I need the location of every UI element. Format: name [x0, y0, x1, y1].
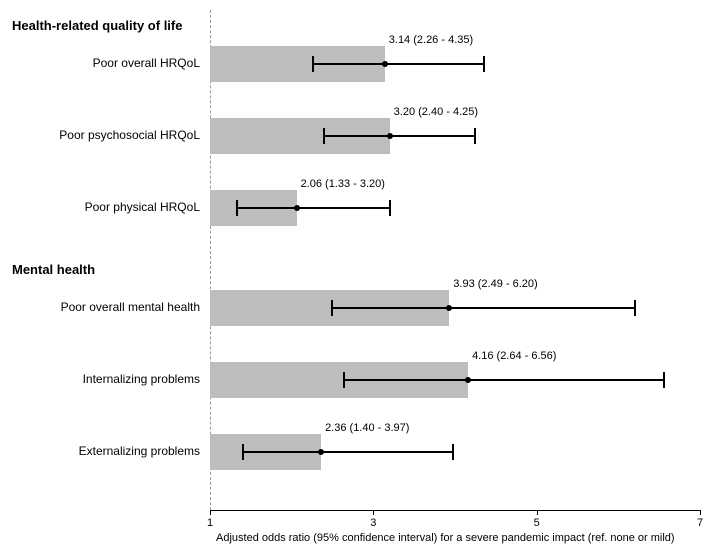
- row-label: Internalizing problems: [20, 372, 200, 386]
- ci-cap: [483, 56, 485, 72]
- row-label: Poor physical HRQoL: [20, 200, 200, 214]
- x-axis-title: Adjusted odds ratio (95% confidence inte…: [216, 532, 675, 544]
- ci-cap: [452, 444, 454, 460]
- ci-cap: [343, 372, 345, 388]
- ci-cap: [663, 372, 665, 388]
- x-tick-label: 7: [697, 517, 703, 529]
- value-label: 3.93 (2.49 - 6.20): [453, 278, 537, 290]
- value-label: 4.16 (2.64 - 6.56): [472, 350, 556, 362]
- point-estimate: [446, 305, 452, 311]
- x-tick: [537, 510, 538, 515]
- point-estimate: [294, 205, 300, 211]
- ci-cap: [634, 300, 636, 316]
- x-axis: [210, 510, 700, 511]
- row-label: Poor overall mental health: [20, 300, 200, 314]
- point-estimate: [387, 133, 393, 139]
- value-label: 2.06 (1.33 - 3.20): [301, 178, 385, 190]
- ci-cap: [236, 200, 238, 216]
- value-label: 3.14 (2.26 - 4.35): [389, 34, 473, 46]
- value-label: 3.20 (2.40 - 4.25): [394, 106, 478, 118]
- point-estimate: [318, 449, 324, 455]
- x-tick-label: 1: [207, 517, 213, 529]
- ci-line: [237, 207, 390, 209]
- ci-line: [332, 307, 635, 309]
- ci-line: [243, 451, 453, 453]
- point-estimate: [382, 61, 388, 67]
- x-tick-label: 5: [534, 517, 540, 529]
- x-tick-label: 3: [370, 517, 376, 529]
- ci-cap: [389, 200, 391, 216]
- ci-cap: [312, 56, 314, 72]
- section-title: Mental health: [12, 262, 95, 277]
- ci-cap: [474, 128, 476, 144]
- section-title: Health-related quality of life: [12, 18, 182, 33]
- ci-line: [313, 63, 484, 65]
- ci-cap: [242, 444, 244, 460]
- ci-cap: [331, 300, 333, 316]
- x-tick: [373, 510, 374, 515]
- ci-cap: [323, 128, 325, 144]
- forest-plot: Health-related quality of life Poor overa…: [0, 0, 708, 558]
- x-tick: [700, 510, 701, 515]
- x-tick: [210, 510, 211, 515]
- point-estimate: [465, 377, 471, 383]
- ci-line: [324, 135, 475, 137]
- row-label: Poor overall HRQoL: [20, 56, 200, 70]
- row-label: Externalizing problems: [20, 444, 200, 458]
- value-label: 2.36 (1.40 - 3.97): [325, 422, 409, 434]
- ci-line: [344, 379, 664, 381]
- row-label: Poor psychosocial HRQoL: [20, 128, 200, 142]
